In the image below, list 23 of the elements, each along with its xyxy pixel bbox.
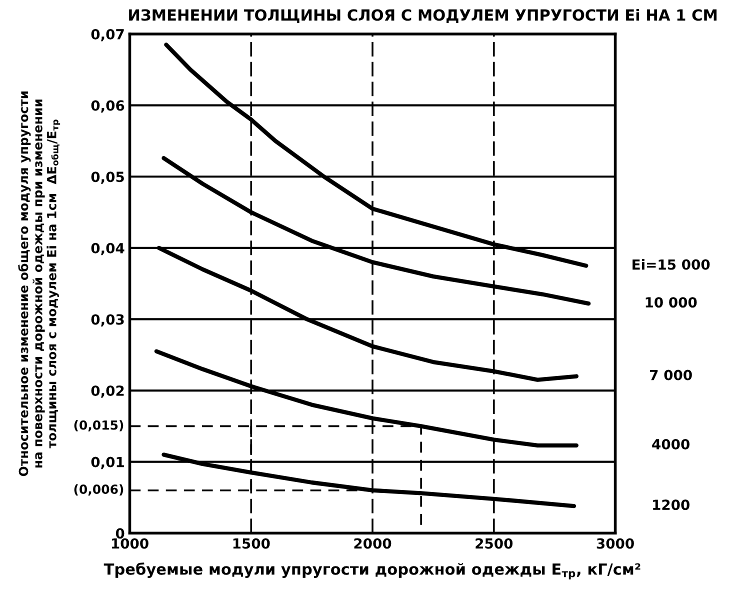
y-tick-label: 0,05 (91, 172, 124, 184)
y-tick-label: 0,04 (91, 242, 124, 256)
y-tick-label: 0 (116, 528, 124, 539)
text: 4000 (652, 438, 690, 450)
y-tick-label: 0,02 (91, 385, 124, 398)
x-tick-label: 2500 (476, 538, 513, 549)
annotation: (0,006) (74, 484, 124, 496)
text: Ei=15 000 (632, 259, 710, 270)
x-tick-label: 1000 (112, 538, 148, 549)
chart-title: ИЗМЕНЕНИИ ТОЛЩИНЫ СЛОЯ С МОДУЛЕМ УПРУГОСТИ Ei НА 1 СМ (129, 8, 717, 23)
x-tick-label: 2000 (354, 538, 392, 549)
y-axis-title: Относительное изменение общего модуля упругости на поверхности дорожной одежды при изменении толщины слоя с модулем Ei на 1см ΔE$_{общ}$/E$_{тр}$ (18, 92, 60, 476)
text: 10 000 (646, 297, 697, 308)
y-tick-label: 0,06 (91, 100, 124, 113)
x-tick-label: 3000 (596, 538, 634, 549)
text: 1200 (653, 500, 690, 510)
text: 7 000 (650, 370, 692, 380)
x-axis-title: Требуемые модули упругости дорожной одежды E$_{тр}$, кГ/см² (104, 562, 640, 580)
annotation: (0,015) (74, 420, 124, 432)
x-tick-label: 1500 (233, 538, 270, 549)
y-tick-label: 0,07 (91, 29, 124, 42)
y-tick-label: 0,03 (91, 314, 124, 326)
y-tick-label: 0,01 (91, 456, 124, 470)
